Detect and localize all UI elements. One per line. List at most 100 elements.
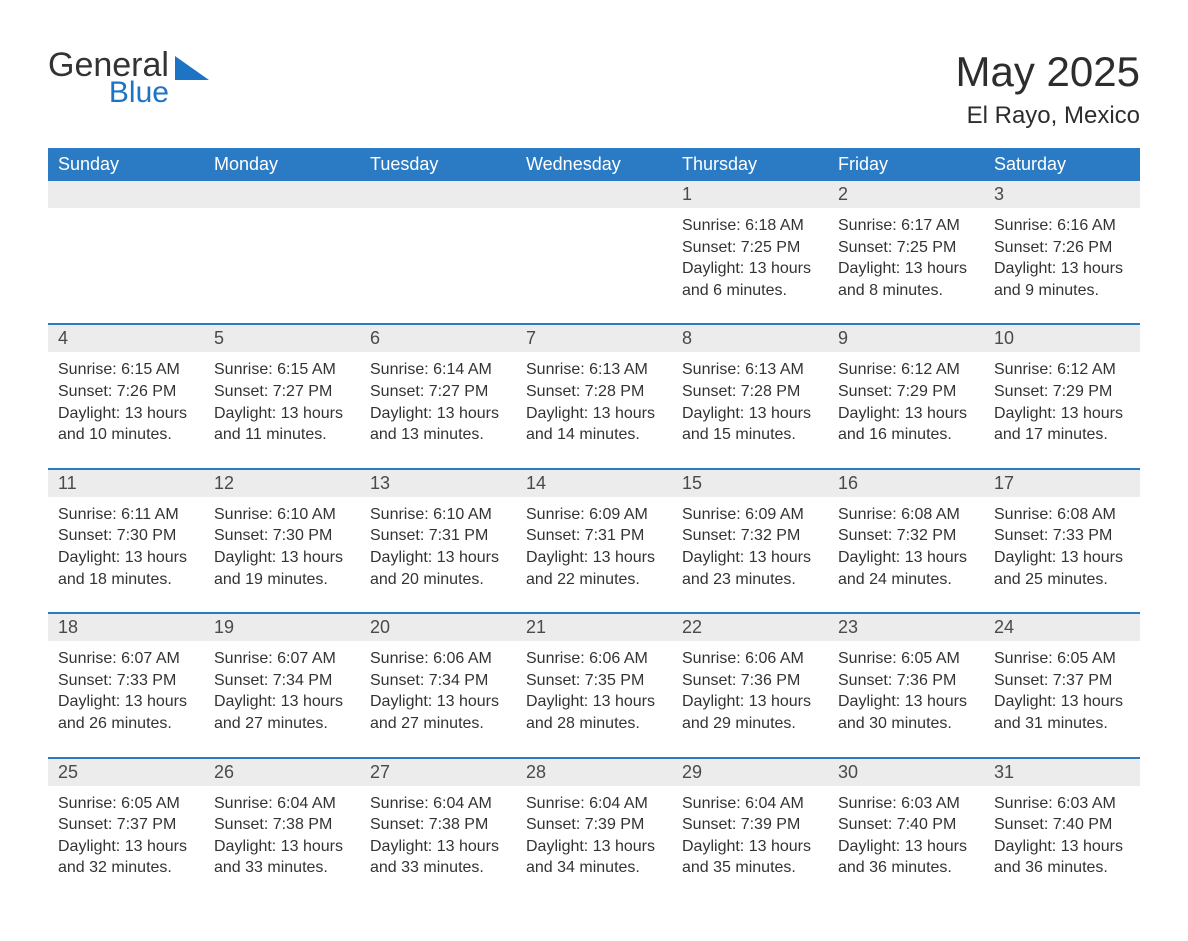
calendar-cell: 1Sunrise: 6:18 AMSunset: 7:25 PMDaylight…: [672, 181, 828, 324]
day-details: Sunrise: 6:05 AMSunset: 7:37 PMDaylight:…: [48, 787, 204, 901]
calendar-cell: 11Sunrise: 6:11 AMSunset: 7:30 PMDayligh…: [48, 469, 204, 613]
calendar-cell: 30Sunrise: 6:03 AMSunset: 7:40 PMDayligh…: [828, 758, 984, 901]
calendar-cell: [48, 181, 204, 324]
calendar-cell: 22Sunrise: 6:06 AMSunset: 7:36 PMDayligh…: [672, 613, 828, 757]
day-details: Sunrise: 6:15 AMSunset: 7:26 PMDaylight:…: [48, 353, 204, 467]
day-number: 5: [204, 325, 360, 353]
logo-triangle-icon: [175, 56, 209, 80]
day-details: Sunrise: 6:06 AMSunset: 7:36 PMDaylight:…: [672, 642, 828, 756]
calendar-cell: 28Sunrise: 6:04 AMSunset: 7:39 PMDayligh…: [516, 758, 672, 901]
calendar-cell: 18Sunrise: 6:07 AMSunset: 7:33 PMDayligh…: [48, 613, 204, 757]
day-details: Sunrise: 6:07 AMSunset: 7:33 PMDaylight:…: [48, 642, 204, 756]
location-label: El Rayo, Mexico: [956, 102, 1140, 130]
calendar-cell: 21Sunrise: 6:06 AMSunset: 7:35 PMDayligh…: [516, 613, 672, 757]
day-details: Sunrise: 6:13 AMSunset: 7:28 PMDaylight:…: [672, 353, 828, 467]
weekday-header: Wednesday: [516, 148, 672, 181]
day-details: Sunrise: 6:05 AMSunset: 7:36 PMDaylight:…: [828, 642, 984, 756]
day-details: Sunrise: 6:06 AMSunset: 7:34 PMDaylight:…: [360, 642, 516, 756]
calendar-cell: 5Sunrise: 6:15 AMSunset: 7:27 PMDaylight…: [204, 324, 360, 468]
day-number: 31: [984, 759, 1140, 787]
day-number: 19: [204, 614, 360, 642]
day-details: Sunrise: 6:09 AMSunset: 7:32 PMDaylight:…: [672, 498, 828, 612]
day-details: Sunrise: 6:08 AMSunset: 7:33 PMDaylight:…: [984, 498, 1140, 612]
day-details: Sunrise: 6:16 AMSunset: 7:26 PMDaylight:…: [984, 209, 1140, 323]
calendar-cell: 31Sunrise: 6:03 AMSunset: 7:40 PMDayligh…: [984, 758, 1140, 901]
day-details: Sunrise: 6:12 AMSunset: 7:29 PMDaylight:…: [984, 353, 1140, 467]
weekday-header: Thursday: [672, 148, 828, 181]
day-details: Sunrise: 6:17 AMSunset: 7:25 PMDaylight:…: [828, 209, 984, 323]
calendar-cell: 16Sunrise: 6:08 AMSunset: 7:32 PMDayligh…: [828, 469, 984, 613]
day-details: Sunrise: 6:12 AMSunset: 7:29 PMDaylight:…: [828, 353, 984, 467]
calendar-cell: [204, 181, 360, 324]
calendar-cell: 6Sunrise: 6:14 AMSunset: 7:27 PMDaylight…: [360, 324, 516, 468]
calendar-cell: 8Sunrise: 6:13 AMSunset: 7:28 PMDaylight…: [672, 324, 828, 468]
calendar-cell: 24Sunrise: 6:05 AMSunset: 7:37 PMDayligh…: [984, 613, 1140, 757]
calendar-cell: 3Sunrise: 6:16 AMSunset: 7:26 PMDaylight…: [984, 181, 1140, 324]
day-number: 26: [204, 759, 360, 787]
day-number: 18: [48, 614, 204, 642]
day-details: Sunrise: 6:05 AMSunset: 7:37 PMDaylight:…: [984, 642, 1140, 756]
calendar-cell: [516, 181, 672, 324]
calendar-cell: 17Sunrise: 6:08 AMSunset: 7:33 PMDayligh…: [984, 469, 1140, 613]
calendar-cell: 14Sunrise: 6:09 AMSunset: 7:31 PMDayligh…: [516, 469, 672, 613]
calendar-cell: 26Sunrise: 6:04 AMSunset: 7:38 PMDayligh…: [204, 758, 360, 901]
day-number: 20: [360, 614, 516, 642]
day-number: 3: [984, 181, 1140, 209]
day-number: 6: [360, 325, 516, 353]
calendar-cell: 29Sunrise: 6:04 AMSunset: 7:39 PMDayligh…: [672, 758, 828, 901]
day-details: Sunrise: 6:04 AMSunset: 7:38 PMDaylight:…: [204, 787, 360, 901]
day-details: Sunrise: 6:14 AMSunset: 7:27 PMDaylight:…: [360, 353, 516, 467]
day-number: 12: [204, 470, 360, 498]
weekday-header: Sunday: [48, 148, 204, 181]
day-details: Sunrise: 6:07 AMSunset: 7:34 PMDaylight:…: [204, 642, 360, 756]
day-number: 24: [984, 614, 1140, 642]
day-details: Sunrise: 6:03 AMSunset: 7:40 PMDaylight:…: [828, 787, 984, 901]
calendar-cell: [360, 181, 516, 324]
page-title: May 2025: [956, 48, 1140, 96]
day-number: 7: [516, 325, 672, 353]
day-number: 27: [360, 759, 516, 787]
day-number: 1: [672, 181, 828, 209]
day-number: 30: [828, 759, 984, 787]
calendar-cell: 19Sunrise: 6:07 AMSunset: 7:34 PMDayligh…: [204, 613, 360, 757]
day-details: Sunrise: 6:18 AMSunset: 7:25 PMDaylight:…: [672, 209, 828, 323]
calendar-table: SundayMondayTuesdayWednesdayThursdayFrid…: [48, 148, 1140, 901]
day-number: 21: [516, 614, 672, 642]
calendar-cell: 2Sunrise: 6:17 AMSunset: 7:25 PMDaylight…: [828, 181, 984, 324]
day-details: Sunrise: 6:10 AMSunset: 7:30 PMDaylight:…: [204, 498, 360, 612]
day-number: 8: [672, 325, 828, 353]
calendar-cell: 10Sunrise: 6:12 AMSunset: 7:29 PMDayligh…: [984, 324, 1140, 468]
weekday-header: Tuesday: [360, 148, 516, 181]
day-details: Sunrise: 6:13 AMSunset: 7:28 PMDaylight:…: [516, 353, 672, 467]
day-number: 23: [828, 614, 984, 642]
day-number: 22: [672, 614, 828, 642]
day-details: Sunrise: 6:10 AMSunset: 7:31 PMDaylight:…: [360, 498, 516, 612]
calendar-cell: 13Sunrise: 6:10 AMSunset: 7:31 PMDayligh…: [360, 469, 516, 613]
day-number: 9: [828, 325, 984, 353]
day-number: 29: [672, 759, 828, 787]
calendar-cell: 15Sunrise: 6:09 AMSunset: 7:32 PMDayligh…: [672, 469, 828, 613]
day-details: Sunrise: 6:11 AMSunset: 7:30 PMDaylight:…: [48, 498, 204, 612]
calendar-cell: 7Sunrise: 6:13 AMSunset: 7:28 PMDaylight…: [516, 324, 672, 468]
calendar-cell: 23Sunrise: 6:05 AMSunset: 7:36 PMDayligh…: [828, 613, 984, 757]
day-number: 2: [828, 181, 984, 209]
day-number: 17: [984, 470, 1140, 498]
calendar-cell: 25Sunrise: 6:05 AMSunset: 7:37 PMDayligh…: [48, 758, 204, 901]
day-details: Sunrise: 6:03 AMSunset: 7:40 PMDaylight:…: [984, 787, 1140, 901]
calendar-cell: 4Sunrise: 6:15 AMSunset: 7:26 PMDaylight…: [48, 324, 204, 468]
calendar-cell: 20Sunrise: 6:06 AMSunset: 7:34 PMDayligh…: [360, 613, 516, 757]
calendar-cell: 27Sunrise: 6:04 AMSunset: 7:38 PMDayligh…: [360, 758, 516, 901]
day-details: Sunrise: 6:09 AMSunset: 7:31 PMDaylight:…: [516, 498, 672, 612]
weekday-header: Monday: [204, 148, 360, 181]
brand-logo: General Blue: [48, 48, 209, 108]
day-number: 25: [48, 759, 204, 787]
day-number: 10: [984, 325, 1140, 353]
calendar-cell: 12Sunrise: 6:10 AMSunset: 7:30 PMDayligh…: [204, 469, 360, 613]
day-details: Sunrise: 6:04 AMSunset: 7:39 PMDaylight:…: [672, 787, 828, 901]
day-number: 11: [48, 470, 204, 498]
day-details: Sunrise: 6:08 AMSunset: 7:32 PMDaylight:…: [828, 498, 984, 612]
day-number: 13: [360, 470, 516, 498]
day-number: 4: [48, 325, 204, 353]
day-number: 28: [516, 759, 672, 787]
day-number: 16: [828, 470, 984, 498]
